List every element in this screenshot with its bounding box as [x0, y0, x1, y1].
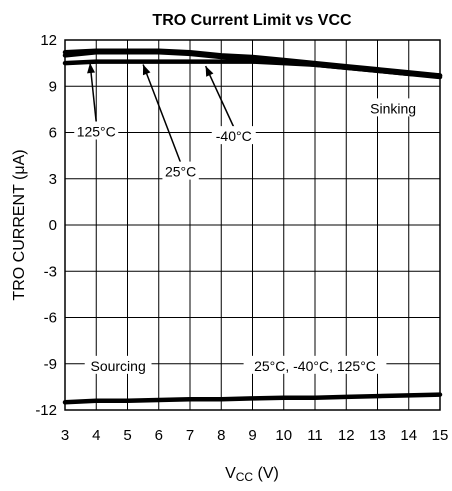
y-tick-label: 12	[40, 32, 57, 49]
x-tick-label: 7	[186, 427, 194, 444]
y-tick-label: -12	[35, 402, 57, 419]
annotation-label: 125°C	[77, 124, 116, 140]
series-line	[62, 59, 443, 78]
x-tick-label: 11	[307, 427, 323, 444]
y-tick-label: -3	[44, 263, 57, 280]
y-tick-label: 0	[49, 217, 57, 234]
x-tick-label: 8	[217, 427, 225, 444]
annotation-arrowhead	[205, 66, 214, 77]
annotation-label: 25°C, -40°C, 125°C	[254, 358, 376, 374]
grid	[64, 39, 441, 411]
x-tick-label: 10	[275, 427, 292, 444]
annotation-label: 25°C	[165, 164, 196, 180]
x-tick-label: 4	[92, 427, 100, 444]
x-tick-label: 12	[338, 427, 355, 444]
x-axis-label-sub: CC	[236, 470, 254, 484]
y-tick-labels: 12 9 6 3 0 -3 -6 -9 -12	[35, 32, 57, 419]
annotation-background	[162, 161, 199, 180]
annotation-arrowhead	[87, 62, 96, 74]
x-tick-label: 14	[400, 427, 417, 444]
annotation-background	[243, 355, 387, 374]
x-tick-label: 13	[369, 427, 386, 444]
series-layer	[62, 48, 443, 405]
y-tick-label: -9	[44, 356, 57, 373]
annotation-label: Sourcing	[90, 358, 145, 374]
x-tick-label: 6	[155, 427, 163, 444]
annotation-background	[74, 121, 119, 140]
x-tick-label: 15	[432, 427, 449, 444]
annotation-arrowhead	[142, 64, 151, 76]
x-tick-label: 9	[248, 427, 256, 444]
plot-frame	[64, 39, 441, 411]
annotation-label: Sinking	[370, 100, 416, 116]
annotation-background	[84, 355, 152, 374]
y-tick-label: 6	[49, 125, 57, 142]
annotation-background	[363, 98, 423, 117]
y-tick-label: 3	[49, 171, 57, 188]
y-axis-label: TRO CURRENT (μA)	[11, 149, 28, 300]
annotation-leader	[204, 65, 235, 128]
x-axis-label-unit: (V)	[253, 465, 279, 482]
y-tick-label: 9	[49, 78, 57, 95]
x-axis-label-main: V	[225, 465, 236, 482]
annotation-layer: Sinking Sourcing 25°C, -40°C, 125°C 125°C 25…	[74, 62, 423, 374]
x-axis-label: VCC (V)	[225, 465, 279, 484]
series-line	[62, 392, 443, 405]
x-tick-labels: 3 4 5 6 7 8 9 10 11 12 13 14 15	[61, 427, 449, 444]
chart-title: TRO Current Limit vs VCC	[152, 12, 352, 29]
annotation-leader	[142, 64, 182, 163]
annotation-background	[211, 126, 256, 145]
x-tick-label: 5	[123, 427, 131, 444]
y-tick-label: -6	[44, 310, 57, 327]
annotation-label: -40°C	[216, 128, 252, 144]
x-tick-label: 3	[61, 427, 69, 444]
